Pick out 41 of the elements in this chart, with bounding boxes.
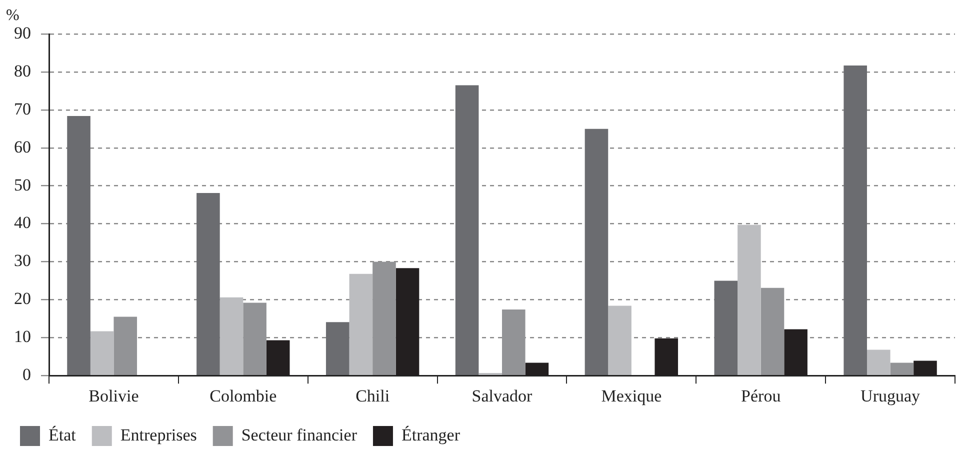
y-tick-label: 60 <box>14 137 31 156</box>
x-tick-label: Uruguay <box>860 386 921 406</box>
x-tick-label: Pérou <box>741 386 782 406</box>
bar <box>114 316 138 375</box>
y-tick-label: 10 <box>14 327 31 346</box>
bar <box>760 288 784 375</box>
y-axis-title: % <box>6 7 20 24</box>
y-tick-label: 20 <box>14 289 31 308</box>
x-tick-label: Mexique <box>601 386 662 406</box>
bar <box>67 116 90 375</box>
bar <box>738 224 761 375</box>
bar <box>372 262 396 375</box>
bar <box>584 128 608 375</box>
bar <box>349 274 373 375</box>
bar <box>326 322 350 375</box>
x-tick-label: Colombie <box>210 386 277 406</box>
x-tick-label: Bolivie <box>88 386 139 406</box>
y-tick-label: 70 <box>14 99 31 118</box>
bar <box>196 193 220 375</box>
bar <box>502 310 526 375</box>
x-tick-label: Salvador <box>472 386 533 406</box>
y-tick-label: 40 <box>14 213 31 232</box>
bar <box>866 350 890 375</box>
bar <box>243 302 266 375</box>
bar <box>455 85 479 375</box>
bar <box>608 306 632 375</box>
bar <box>220 297 244 375</box>
legend-label: Entreprises <box>120 425 197 444</box>
bar <box>890 362 914 375</box>
bar <box>714 280 738 375</box>
x-tick-label: Chili <box>356 386 390 406</box>
bar <box>844 66 867 375</box>
y-tick-label: 30 <box>14 251 31 270</box>
legend-label: État <box>48 425 76 444</box>
bar <box>90 331 114 375</box>
legend-label: Étranger <box>401 425 460 444</box>
y-tick-label: 50 <box>14 175 31 194</box>
y-tick-label: 80 <box>14 61 31 80</box>
y-tick-label: 0 <box>22 365 31 384</box>
y-tick-label: 90 <box>14 23 31 42</box>
legend-label: Secteur financier <box>241 425 358 444</box>
